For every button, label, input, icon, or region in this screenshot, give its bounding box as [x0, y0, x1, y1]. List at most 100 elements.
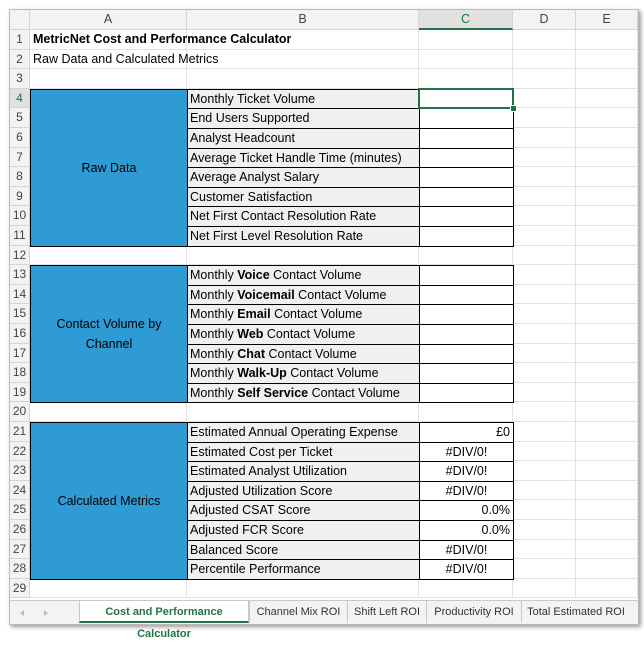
- row-header[interactable]: 29: [10, 578, 30, 599]
- row-header[interactable]: 5: [10, 108, 30, 128]
- row-header[interactable]: 18: [10, 363, 30, 383]
- column-header[interactable]: B: [187, 10, 419, 30]
- metric-label[interactable]: Net First Contact Resolution Rate: [187, 206, 420, 227]
- sheet-tab[interactable]: Cost and Performance Calculator: [79, 601, 249, 640]
- grid-cell[interactable]: [576, 441, 638, 462]
- metric-value[interactable]: [419, 186, 514, 208]
- grid-cell[interactable]: [576, 578, 638, 599]
- metric-label[interactable]: Adjusted FCR Score: [187, 520, 420, 541]
- metric-label[interactable]: End Users Supported: [187, 108, 420, 129]
- row-header[interactable]: 14: [10, 284, 30, 305]
- grid-cell[interactable]: [576, 186, 638, 207]
- row-header[interactable]: 12: [10, 245, 30, 266]
- grid-cell[interactable]: [576, 108, 638, 128]
- metric-value[interactable]: [419, 304, 514, 325]
- grid-cell[interactable]: [513, 539, 576, 560]
- grid-cell[interactable]: [513, 186, 576, 207]
- row-header[interactable]: 8: [10, 167, 30, 187]
- grid-cell[interactable]: [513, 30, 576, 50]
- metric-label[interactable]: Monthly Chat Contact Volume: [187, 343, 420, 365]
- grid-cell[interactable]: [513, 520, 576, 540]
- grid-cell[interactable]: [576, 226, 638, 246]
- grid-cell[interactable]: [513, 402, 576, 422]
- metric-value[interactable]: [419, 324, 514, 345]
- row-header[interactable]: 3: [10, 69, 30, 89]
- grid-cell[interactable]: [576, 88, 638, 109]
- grid-cell[interactable]: [576, 49, 638, 70]
- grid-cell[interactable]: [513, 324, 576, 344]
- grid-cell[interactable]: [576, 382, 638, 403]
- metric-label[interactable]: Average Analyst Salary: [187, 167, 420, 188]
- grid-cell[interactable]: [513, 343, 576, 364]
- grid-cell[interactable]: [513, 88, 576, 109]
- grid-cell[interactable]: [187, 69, 419, 89]
- sheet-tab[interactable]: Total Estimated ROI: [521, 601, 630, 623]
- grid-cell[interactable]: [576, 304, 638, 324]
- sheet-tab[interactable]: Productivity ROI: [426, 601, 521, 623]
- grid-cell[interactable]: [513, 167, 576, 187]
- metric-value[interactable]: [419, 284, 514, 306]
- scroll-right[interactable]: [44, 610, 48, 616]
- grid-cell[interactable]: [513, 265, 576, 285]
- grid-cell[interactable]: [419, 245, 513, 266]
- grid-cell[interactable]: [513, 578, 576, 599]
- grid-cell[interactable]: [513, 49, 576, 70]
- metric-label[interactable]: Adjusted CSAT Score: [187, 500, 420, 521]
- metric-value[interactable]: #DIV/0!: [419, 461, 514, 482]
- metric-value[interactable]: [419, 226, 514, 247]
- metric-label[interactable]: Monthly Email Contact Volume: [187, 304, 420, 325]
- grid-cell[interactable]: [576, 520, 638, 540]
- row-header[interactable]: 15: [10, 304, 30, 324]
- metric-value[interactable]: [419, 265, 514, 286]
- metric-label[interactable]: Estimated Cost per Ticket: [187, 441, 420, 463]
- metric-label[interactable]: Monthly Web Contact Volume: [187, 324, 420, 345]
- grid-cell[interactable]: [513, 363, 576, 383]
- metric-label[interactable]: Net First Level Resolution Rate: [187, 226, 420, 247]
- grid-cell[interactable]: [419, 49, 513, 70]
- metric-label[interactable]: Customer Satisfaction: [187, 186, 420, 208]
- metric-value[interactable]: [419, 108, 514, 129]
- metric-label[interactable]: Analyst Headcount: [187, 128, 420, 149]
- metric-value[interactable]: [419, 343, 514, 365]
- metric-label[interactable]: Average Ticket Handle Time (minutes): [187, 147, 420, 169]
- grid-cell[interactable]: [187, 245, 419, 266]
- grid-cell[interactable]: [30, 30, 187, 50]
- grid-cell[interactable]: [513, 284, 576, 305]
- grid-cell[interactable]: [576, 363, 638, 383]
- grid-cell[interactable]: [30, 245, 187, 266]
- grid-cell[interactable]: [576, 265, 638, 285]
- row-header[interactable]: 27: [10, 539, 30, 560]
- column-header[interactable]: A: [30, 10, 187, 30]
- row-header[interactable]: 20: [10, 402, 30, 422]
- grid-cell[interactable]: [576, 147, 638, 168]
- grid-cell[interactable]: [30, 69, 187, 89]
- grid-cell[interactable]: [576, 69, 638, 89]
- metric-value[interactable]: #DIV/0!: [419, 559, 514, 580]
- grid-cell[interactable]: [513, 422, 576, 442]
- metric-value[interactable]: [419, 363, 514, 384]
- grid-cell[interactable]: [419, 69, 513, 89]
- grid-cell[interactable]: [513, 461, 576, 481]
- grid-cell[interactable]: [187, 402, 419, 422]
- grid-cell[interactable]: [576, 30, 638, 50]
- metric-value[interactable]: #DIV/0!: [419, 480, 514, 502]
- row-header[interactable]: 4: [10, 88, 30, 109]
- row-header[interactable]: 11: [10, 226, 30, 246]
- metric-value[interactable]: #DIV/0!: [419, 441, 514, 463]
- grid-cell[interactable]: [513, 147, 576, 168]
- grid-cell[interactable]: [513, 69, 576, 89]
- row-header[interactable]: 2: [10, 49, 30, 70]
- grid-cell[interactable]: [576, 402, 638, 422]
- grid-cell[interactable]: [576, 461, 638, 481]
- grid-cell[interactable]: [187, 30, 419, 50]
- grid-cell[interactable]: [513, 500, 576, 520]
- grid-cell[interactable]: [513, 441, 576, 462]
- metric-value[interactable]: [419, 382, 514, 404]
- metric-value[interactable]: 0.0%: [419, 500, 514, 521]
- metric-label[interactable]: Percentile Performance: [187, 559, 420, 580]
- row-header[interactable]: 25: [10, 500, 30, 520]
- metric-label[interactable]: Monthly Voice Contact Volume: [187, 265, 420, 286]
- row-header[interactable]: 28: [10, 559, 30, 579]
- grid-cell[interactable]: [576, 206, 638, 226]
- grid-cell[interactable]: [513, 559, 576, 579]
